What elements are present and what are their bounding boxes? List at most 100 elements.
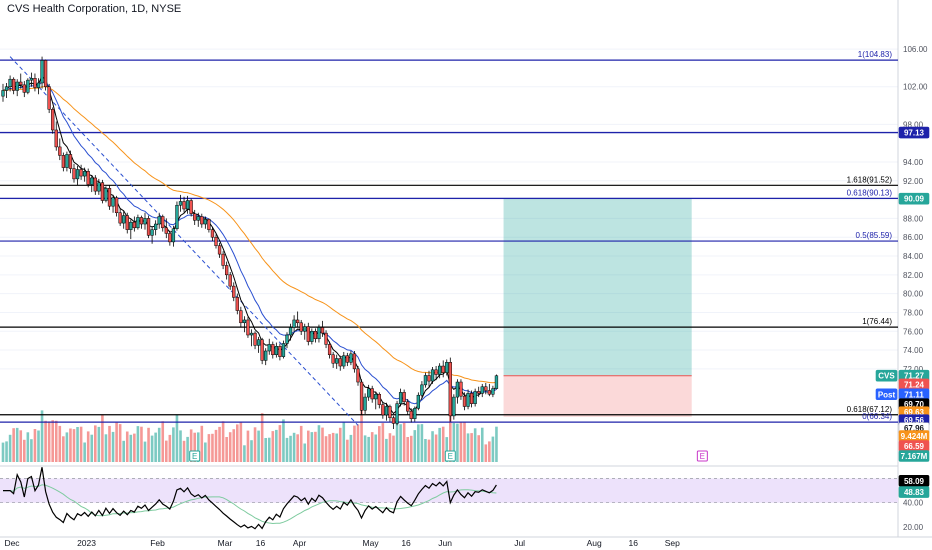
candle-body — [452, 396, 456, 417]
price-tick-label: 74.00 — [903, 346, 924, 355]
candle-body — [320, 327, 325, 334]
volume-bar — [409, 435, 413, 462]
candle-body — [210, 229, 215, 238]
volume-bar — [307, 430, 310, 462]
candle-body — [441, 365, 445, 373]
earnings-marker-box — [189, 450, 201, 462]
candle-body — [473, 391, 477, 404]
price-tick-label: 72.00 — [903, 365, 924, 374]
price-tick-label: 76.00 — [903, 327, 924, 336]
fib-label: 0.5(85.59) — [856, 231, 893, 240]
volume-bar — [480, 427, 484, 462]
rsi-tag-text: 48.83 — [904, 488, 925, 497]
volume-bar — [111, 431, 115, 462]
time-tick-label: Sep — [665, 538, 680, 548]
symbol-tag-text: CVS — [878, 372, 895, 381]
candle-body — [438, 365, 442, 375]
volume-bar — [495, 426, 498, 462]
time-tick-label: 16 — [256, 538, 266, 548]
rsi-ma-line — [3, 484, 497, 525]
rsi-tag: 48.83 — [898, 486, 930, 498]
volume-bar — [449, 404, 452, 462]
position-zones — [503, 198, 692, 417]
candle-body — [235, 297, 239, 311]
volume-bar — [189, 429, 193, 462]
volume-tag-bg — [898, 450, 930, 462]
candle-body — [377, 394, 381, 405]
volume-bar — [385, 438, 388, 462]
volume-bar — [129, 434, 133, 462]
candle-body — [136, 217, 140, 229]
time-tick-label: Aug — [587, 538, 602, 548]
candle-body — [97, 182, 101, 192]
volume-bar — [488, 441, 491, 462]
candle-body — [285, 334, 289, 344]
fib-label: 0.618(67.12) — [847, 405, 893, 414]
price-tag-text: 71.24 — [904, 380, 925, 389]
candle-body — [448, 362, 452, 417]
target-zone — [503, 198, 692, 376]
ema-slow-line — [2, 86, 497, 384]
price-tick-label: 92.00 — [903, 177, 924, 186]
candle-body — [409, 410, 413, 419]
candle-body — [256, 339, 261, 346]
candle-body — [352, 353, 357, 370]
candle-body — [178, 201, 183, 206]
symbol-tag: Post — [875, 388, 898, 401]
volume-bar — [310, 432, 314, 462]
volume-bar — [168, 434, 172, 462]
volume-bar — [406, 437, 409, 462]
time-tick-label: Jun — [438, 538, 452, 548]
candle-body — [214, 236, 218, 246]
volume-bar — [133, 433, 136, 462]
price-tick-label: 88.00 — [903, 214, 924, 223]
candle-body — [296, 319, 300, 324]
price-tag-text: 67.96 — [904, 424, 925, 433]
volume-bar — [317, 425, 321, 462]
volume-bar — [207, 434, 211, 462]
volume-bar — [62, 436, 65, 462]
candle-body — [4, 86, 9, 91]
volume-bar — [388, 433, 392, 462]
trendline[interactable] — [9, 56, 359, 426]
volume-bar — [267, 437, 271, 462]
candle-body — [168, 233, 172, 243]
candle-body — [54, 129, 58, 148]
volume-bar — [441, 426, 445, 462]
candle-body — [132, 221, 136, 229]
candle-body — [196, 216, 200, 221]
candle-body — [22, 84, 26, 93]
candle-body — [299, 322, 303, 332]
earnings-marker: E — [189, 450, 201, 462]
volume-bar — [463, 422, 466, 462]
volume-bar — [193, 432, 196, 462]
candle-body — [200, 216, 204, 225]
volume-bar — [363, 435, 367, 462]
price-tag-text: 97.13 — [904, 129, 925, 138]
volume-bar — [182, 440, 186, 462]
candle-body — [47, 86, 51, 110]
volume-bar — [239, 422, 243, 462]
candle-body — [278, 346, 282, 357]
candle-body — [8, 78, 12, 87]
volume-bar — [15, 427, 19, 462]
volume-bar — [275, 429, 278, 462]
rsi-tag-bg — [898, 486, 930, 498]
candle-body — [317, 327, 321, 340]
candle-body — [249, 332, 254, 336]
price-tick-label: 86.00 — [903, 233, 924, 242]
candle-body — [338, 358, 342, 367]
price-tick-label: 80.00 — [903, 290, 924, 299]
volume-bar — [40, 410, 44, 462]
volume-tag: 66.59 — [898, 440, 930, 452]
moving-averages — [2, 75, 497, 415]
volume-bar — [97, 426, 101, 462]
candle-body — [455, 381, 460, 398]
time-axis[interactable]: Dec 2023 Feb Mar 16 Apr May 16 Jun Jul Aug 16 Sep — [0, 536, 932, 548]
volume-bar — [303, 443, 307, 462]
volume-bar — [115, 422, 118, 462]
rsi-line — [3, 467, 497, 530]
volume-bar — [228, 432, 232, 462]
volume-bar — [431, 431, 434, 462]
